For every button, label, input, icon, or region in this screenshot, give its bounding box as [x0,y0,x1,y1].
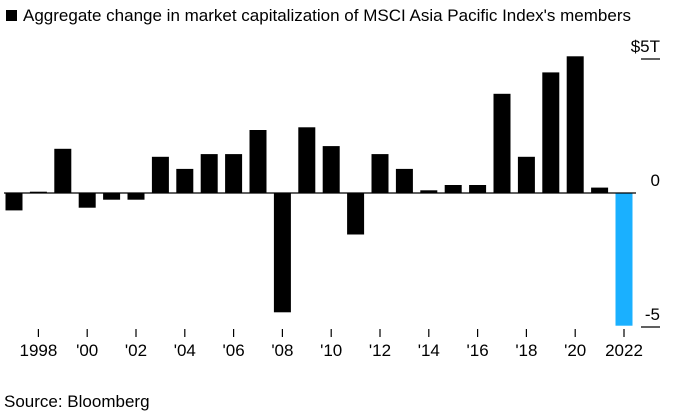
x-tick-label: '08 [271,341,293,360]
bar-2021 [591,187,609,193]
bar-2018 [517,156,535,193]
x-tick-label: 2022 [605,341,643,360]
bar-1997 [5,193,23,211]
x-tick-label: '12 [369,341,391,360]
bar-2013 [395,168,413,193]
y-tick-label: 0 [651,171,660,190]
bar-2016 [469,185,487,193]
bar-2010 [322,146,340,193]
bar-2017 [493,93,511,193]
bar-2007 [249,130,267,193]
y-tick-label: $5T [631,37,660,56]
bar-2014 [420,190,438,193]
y-tick-label: -5 [645,305,660,324]
x-tick-label: 1998 [19,341,57,360]
x-tick-label: '18 [515,341,537,360]
legend-swatch [6,10,17,21]
x-tick-label: '14 [418,341,440,360]
bars-group [5,56,633,326]
x-tick-label: '10 [320,341,342,360]
x-tick-label: '04 [174,341,196,360]
axes-group: $5T 0 -5 1998 '00 '02 '04 '06 '08 '10 '12 '14 '16 '18… [4,37,660,360]
bar-2005 [200,154,218,193]
bar-1999 [54,148,72,193]
bar-2019 [542,72,560,193]
bar-2004 [176,168,194,193]
x-tick-label: '00 [76,341,98,360]
bar-2020 [566,56,584,193]
bar-2011 [347,193,365,235]
chart-title-text: Aggregate change in market capitalizatio… [23,6,631,25]
bar-2009 [298,127,316,193]
bar-2000 [78,193,96,208]
bar-2012 [371,154,389,193]
bar-2022 [615,193,633,326]
bar-2008 [273,193,291,313]
x-tick-label: '06 [223,341,245,360]
x-tick-label: '20 [564,341,586,360]
bar-2002 [127,193,145,200]
bar-2015 [444,185,462,193]
x-tick-label: '02 [125,341,147,360]
x-tick-label: '16 [467,341,489,360]
bar-2003 [151,156,169,193]
bar-2001 [103,193,121,200]
chart-title: Aggregate change in market capitalizatio… [6,4,631,28]
source-note: Source: Bloomberg [4,392,150,411]
bar-2006 [225,154,243,193]
